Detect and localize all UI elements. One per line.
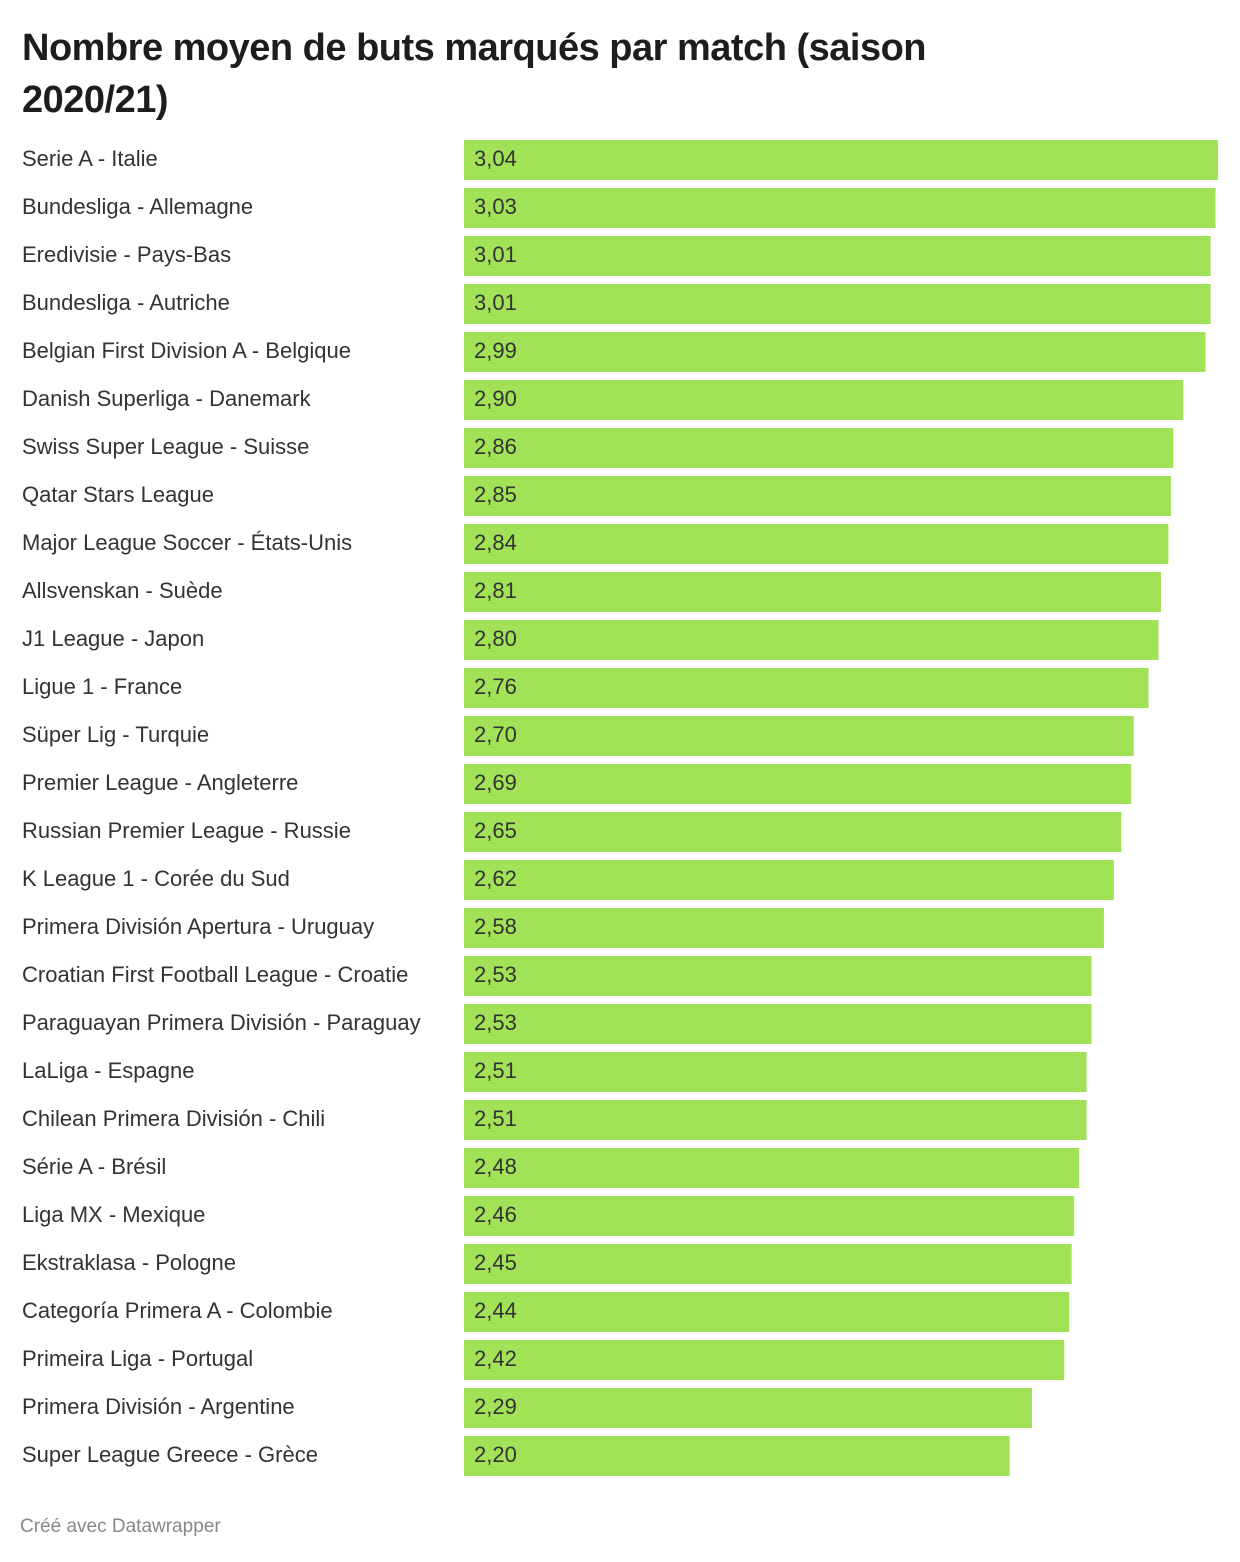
value-label: 2,81 <box>474 578 517 603</box>
category-label: J1 League - Japon <box>22 626 204 651</box>
category-label: Primeira Liga - Portugal <box>22 1346 253 1371</box>
value-label: 2,99 <box>474 338 517 363</box>
category-label: Chilean Primera División - Chili <box>22 1106 325 1131</box>
category-label: Major League Soccer - États-Unis <box>22 530 352 555</box>
value-label: 2,80 <box>474 626 517 651</box>
value-label: 2,48 <box>474 1154 517 1179</box>
category-label: Série A - Brésil <box>22 1154 166 1179</box>
bar <box>464 1244 1072 1284</box>
value-label: 2,69 <box>474 770 517 795</box>
category-label: Primera División Apertura - Uruguay <box>22 914 374 939</box>
category-label: Super League Greece - Grèce <box>22 1442 318 1467</box>
category-label: K League 1 - Corée du Sud <box>22 866 290 891</box>
category-label: Bundesliga - Autriche <box>22 290 230 315</box>
category-label: Premier League - Angleterre <box>22 770 298 795</box>
value-label: 2,85 <box>474 482 517 507</box>
category-label: Bundesliga - Allemagne <box>22 194 253 219</box>
value-label: 2,76 <box>474 674 517 699</box>
category-label: Ligue 1 - France <box>22 674 182 699</box>
bar <box>464 524 1169 564</box>
value-label: 2,29 <box>474 1394 517 1419</box>
value-label: 2,86 <box>474 434 517 459</box>
category-label: Paraguayan Primera División - Paraguay <box>22 1010 421 1035</box>
bar <box>464 572 1161 612</box>
bar <box>464 1004 1092 1044</box>
bar <box>464 140 1218 180</box>
value-label: 2,42 <box>474 1346 517 1371</box>
value-label: 2,20 <box>474 1442 517 1467</box>
bar <box>464 668 1149 708</box>
bar <box>464 1196 1075 1236</box>
category-label: Allsvenskan - Suède <box>22 578 223 603</box>
bar <box>464 1436 1010 1476</box>
category-label: Primera División - Argentine <box>22 1394 295 1419</box>
category-label: Categoría Primera A - Colombie <box>22 1298 333 1323</box>
value-label: 2,65 <box>474 818 517 843</box>
category-label: Swiss Super League - Suisse <box>22 434 309 459</box>
category-label: Süper Lig - Turquie <box>22 722 209 747</box>
bar <box>464 428 1174 468</box>
bar <box>464 1100 1087 1140</box>
category-label: Danish Superliga - Danemark <box>22 386 312 411</box>
bar <box>464 284 1211 324</box>
category-label: Ekstraklasa - Pologne <box>22 1250 236 1275</box>
bar <box>464 188 1216 228</box>
bar <box>464 620 1159 660</box>
chart: Serie A - Italie 3,04 Bundesliga - Allemag… <box>22 140 1218 1476</box>
value-label: 3,03 <box>474 194 517 219</box>
bar <box>464 332 1206 372</box>
category-label: Qatar Stars League <box>22 482 214 507</box>
bar <box>464 1340 1065 1380</box>
bar <box>464 1148 1080 1188</box>
footer: Créé avec Datawrapper <box>20 1516 221 1537</box>
category-label: Liga MX - Mexique <box>22 1202 205 1227</box>
bar <box>464 860 1114 900</box>
bar <box>464 716 1134 756</box>
category-label: Belgian First Division A - Belgique <box>22 338 351 363</box>
value-label: 2,44 <box>474 1298 517 1323</box>
bar <box>464 956 1092 996</box>
bar <box>464 812 1122 852</box>
bar <box>464 380 1184 420</box>
value-label: 2,70 <box>474 722 517 747</box>
value-label: 2,84 <box>474 530 517 555</box>
category-label: Eredivisie - Pays-Bas <box>22 242 231 267</box>
value-label: 3,01 <box>474 242 517 267</box>
category-label: Serie A - Italie <box>22 146 158 171</box>
bar <box>464 908 1104 948</box>
bar <box>464 1388 1032 1428</box>
category-label: Russian Premier League - Russie <box>22 818 351 843</box>
value-label: 2,58 <box>474 914 517 939</box>
value-label: 2,45 <box>474 1250 517 1275</box>
value-label: 3,04 <box>474 146 517 171</box>
value-label: 2,51 <box>474 1058 517 1083</box>
value-label: 2,51 <box>474 1106 517 1131</box>
bar <box>464 476 1171 516</box>
value-label: 2,53 <box>474 962 517 987</box>
value-label: 2,46 <box>474 1202 517 1227</box>
bar <box>464 764 1132 804</box>
category-label: Croatian First Football League - Croatie <box>22 962 408 987</box>
bar <box>464 236 1211 276</box>
bar <box>464 1292 1070 1332</box>
category-label: LaLiga - Espagne <box>22 1058 194 1083</box>
chart-title: Nombre moyen de buts marqués par match (… <box>22 27 927 121</box>
value-label: 3,01 <box>474 290 517 315</box>
value-label: 2,62 <box>474 866 517 891</box>
value-label: 2,90 <box>474 386 517 411</box>
bar <box>464 1052 1087 1092</box>
value-label: 2,53 <box>474 1010 517 1035</box>
